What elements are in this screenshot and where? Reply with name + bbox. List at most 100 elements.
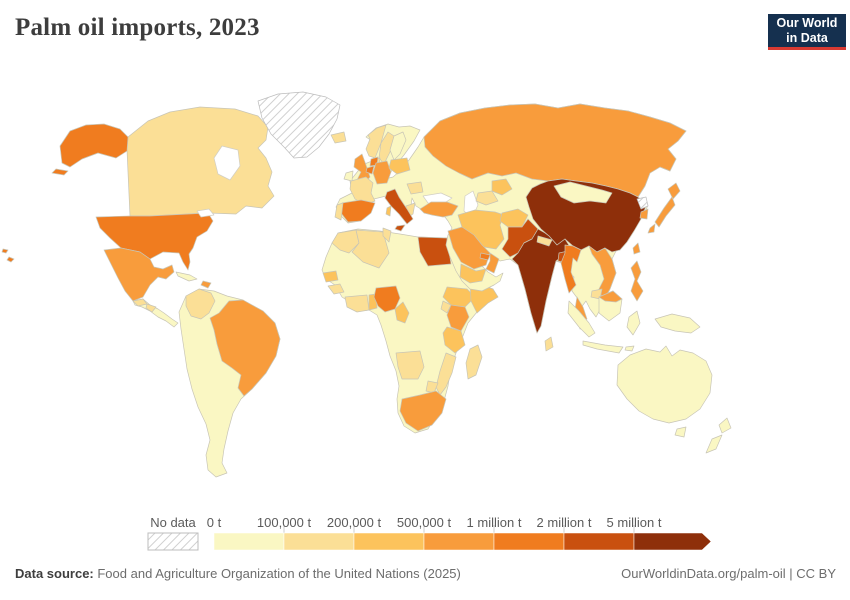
chart-footer: Data source: Food and Agriculture Organi… xyxy=(15,566,836,581)
legend-swatch-3[interactable] xyxy=(423,532,495,551)
country-north-korea[interactable] xyxy=(636,196,649,210)
country-ireland[interactable] xyxy=(343,170,354,182)
country-papua-new-guinea[interactable] xyxy=(654,313,701,334)
country-turkmenistan[interactable] xyxy=(475,190,499,206)
island-java[interactable] xyxy=(582,340,624,354)
owid-logo-line1: Our World xyxy=(776,16,838,30)
country-egypt[interactable] xyxy=(417,236,452,267)
legend-label-2: 200,000 t xyxy=(327,515,382,530)
country-france[interactable] xyxy=(349,176,376,206)
country-norway[interactable] xyxy=(365,124,387,159)
country-russia[interactable] xyxy=(423,103,687,198)
country-nigeria[interactable] xyxy=(373,285,401,313)
country-oman[interactable] xyxy=(485,252,500,274)
owid-logo-line2: in Data xyxy=(786,31,828,45)
map-legend: No data 0 t 100,000 t 200,000 t 500,000 … xyxy=(147,515,712,551)
country-iceland[interactable] xyxy=(330,131,347,144)
country-japan-honshu[interactable] xyxy=(654,196,676,228)
country-australia[interactable] xyxy=(616,345,713,424)
country-canada[interactable] xyxy=(126,106,275,217)
country-brazil[interactable] xyxy=(209,299,281,397)
country-south-africa[interactable] xyxy=(399,390,447,432)
country-cameroon[interactable] xyxy=(394,301,410,324)
country-spain[interactable] xyxy=(340,199,376,223)
island-sumatra[interactable] xyxy=(567,300,596,338)
country-honduras[interactable] xyxy=(145,303,157,313)
legend-label-6: 5 million t xyxy=(607,515,662,530)
data-source-text: Food and Agriculture Organization of the… xyxy=(93,566,461,581)
legend-swatch-5[interactable] xyxy=(563,532,635,551)
legend-no-data-label: No data xyxy=(150,515,196,530)
country-dominican-republic[interactable] xyxy=(200,280,212,289)
country-philippines[interactable] xyxy=(630,260,644,302)
country-new-zealand-south[interactable] xyxy=(705,434,723,454)
country-sweden[interactable] xyxy=(378,131,395,165)
country-united-states-aleutians[interactable] xyxy=(51,168,69,176)
island-lesser-sunda[interactable] xyxy=(624,345,635,352)
country-mexico[interactable] xyxy=(103,247,175,302)
legend-label-4: 1 million t xyxy=(467,515,522,530)
country-japan-hokkaido[interactable] xyxy=(667,182,681,200)
black-sea xyxy=(422,192,453,205)
page-title: Palm oil imports, 2023 xyxy=(15,14,260,41)
country-japan-kyushu[interactable] xyxy=(647,223,656,234)
legend-label-3: 500,000 t xyxy=(397,515,452,530)
country-uzbekistan[interactable] xyxy=(491,178,513,196)
legend-swatch-4[interactable] xyxy=(493,532,565,551)
data-source-label: Data source: xyxy=(15,566,94,581)
legend-label-1: 100,000 t xyxy=(257,515,312,530)
country-italy-sicily[interactable] xyxy=(394,224,406,232)
legend-swatch-0[interactable] xyxy=(213,532,285,551)
country-angola[interactable] xyxy=(395,350,425,380)
country-tanzania[interactable] xyxy=(442,326,466,354)
country-portugal[interactable] xyxy=(334,202,344,221)
owid-link[interactable]: OurWorldinData.org/palm-oil | CC BY xyxy=(621,566,836,581)
country-colombia[interactable] xyxy=(185,288,216,320)
country-australia-tasmania[interactable] xyxy=(674,426,687,438)
country-romania[interactable] xyxy=(406,181,424,195)
data-source: Data source: Food and Agriculture Organi… xyxy=(15,566,461,581)
country-yemen[interactable] xyxy=(459,263,487,284)
country-turkey[interactable] xyxy=(419,201,459,218)
country-guinea[interactable] xyxy=(327,283,345,295)
country-senegal[interactable] xyxy=(322,270,339,283)
legend-no-data-swatch[interactable] xyxy=(147,532,199,551)
country-south-korea[interactable] xyxy=(639,208,649,220)
country-taiwan[interactable] xyxy=(632,242,641,255)
country-sri-lanka[interactable] xyxy=(544,336,554,352)
country-uganda[interactable] xyxy=(440,300,452,314)
great-lakes xyxy=(196,208,215,218)
country-madagascar[interactable] xyxy=(465,344,483,380)
owid-logo[interactable]: Our World in Data xyxy=(768,14,846,50)
island-sulawesi[interactable] xyxy=(626,310,641,336)
legend-label-5: 2 million t xyxy=(537,515,592,530)
country-ivory-coast-ghana[interactable] xyxy=(344,294,370,313)
legend-swatch-1[interactable] xyxy=(283,532,355,551)
country-new-zealand-north[interactable] xyxy=(718,417,732,434)
country-tunisia[interactable] xyxy=(382,227,392,243)
country-greenland[interactable] xyxy=(257,91,341,159)
country-belgium[interactable] xyxy=(365,165,375,175)
country-nepal[interactable] xyxy=(536,235,553,247)
country-finland[interactable] xyxy=(389,131,407,161)
country-germany[interactable] xyxy=(372,160,392,185)
country-myanmar[interactable] xyxy=(560,244,582,294)
hudson-bay xyxy=(213,145,241,181)
legend-swatch-2[interactable] xyxy=(353,532,425,551)
legend-label-0: 0 t xyxy=(207,515,222,530)
country-mongolia[interactable] xyxy=(553,181,613,204)
country-malaysia-borneo[interactable] xyxy=(598,290,623,303)
country-united-states-hawaii[interactable] xyxy=(1,248,9,254)
country-united-states-hawaii2[interactable] xyxy=(6,256,15,263)
country-united-states-alaska[interactable] xyxy=(59,123,129,168)
country-italy[interactable] xyxy=(384,188,414,225)
legend-swatch-6-arrow[interactable] xyxy=(633,532,712,551)
country-india[interactable] xyxy=(511,228,571,334)
country-poland[interactable] xyxy=(388,157,411,175)
country-mozambique[interactable] xyxy=(435,352,457,396)
country-cuba[interactable] xyxy=(175,271,198,282)
country-italy-sardinia[interactable] xyxy=(385,205,392,217)
country-uae[interactable] xyxy=(479,252,491,261)
